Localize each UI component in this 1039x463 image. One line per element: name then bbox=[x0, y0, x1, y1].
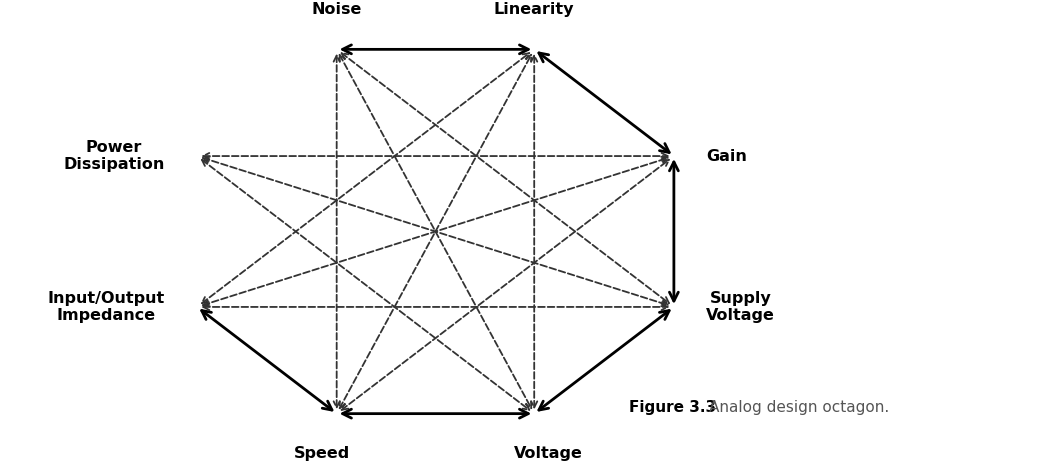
Text: Power
Dissipation: Power Dissipation bbox=[63, 140, 165, 172]
Text: Speed: Speed bbox=[294, 446, 350, 461]
Text: Gain: Gain bbox=[707, 149, 747, 163]
Text: Linearity: Linearity bbox=[494, 2, 575, 17]
Text: Supply
Voltage: Supply Voltage bbox=[707, 291, 775, 323]
Text: Analog design octagon.: Analog design octagon. bbox=[709, 400, 888, 415]
Text: Voltage
Swings: Voltage Swings bbox=[514, 446, 583, 463]
Text: Figure 3.3: Figure 3.3 bbox=[629, 400, 716, 415]
Text: Input/Output
Impedance: Input/Output Impedance bbox=[48, 291, 165, 323]
Text: Noise: Noise bbox=[312, 2, 362, 17]
